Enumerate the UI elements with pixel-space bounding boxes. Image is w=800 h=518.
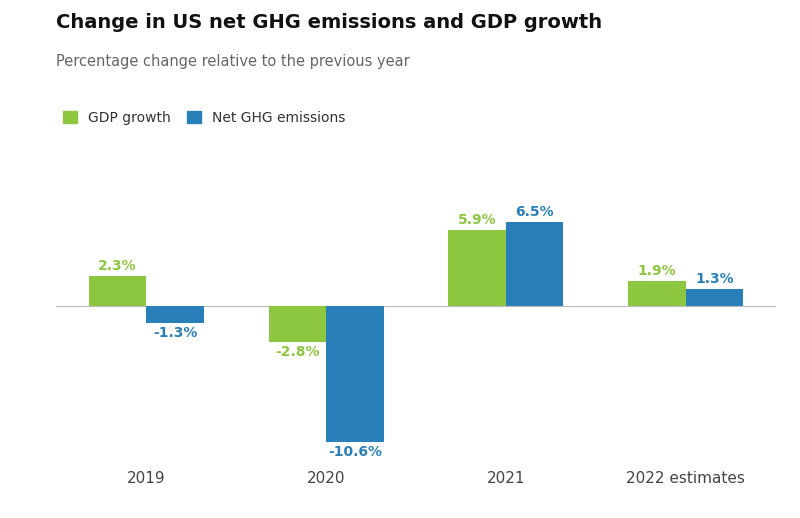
Bar — [506, 223, 563, 306]
Bar — [326, 306, 384, 442]
Bar — [448, 230, 506, 306]
Text: -1.3%: -1.3% — [153, 326, 198, 340]
Text: 1.3%: 1.3% — [695, 272, 734, 286]
Bar — [628, 281, 686, 306]
Text: -2.8%: -2.8% — [275, 345, 319, 359]
Text: 6.5%: 6.5% — [515, 205, 554, 219]
Bar — [146, 306, 204, 323]
Text: 1.9%: 1.9% — [638, 264, 676, 278]
Text: 2.3%: 2.3% — [98, 259, 137, 273]
Text: Change in US net GHG emissions and GDP growth: Change in US net GHG emissions and GDP g… — [56, 13, 602, 32]
Bar — [686, 289, 743, 306]
Legend: GDP growth, Net GHG emissions: GDP growth, Net GHG emissions — [63, 110, 346, 124]
Text: Percentage change relative to the previous year: Percentage change relative to the previo… — [56, 54, 410, 69]
Bar — [89, 277, 146, 306]
Text: -10.6%: -10.6% — [328, 445, 382, 459]
Bar — [269, 306, 326, 342]
Text: 5.9%: 5.9% — [458, 213, 497, 227]
